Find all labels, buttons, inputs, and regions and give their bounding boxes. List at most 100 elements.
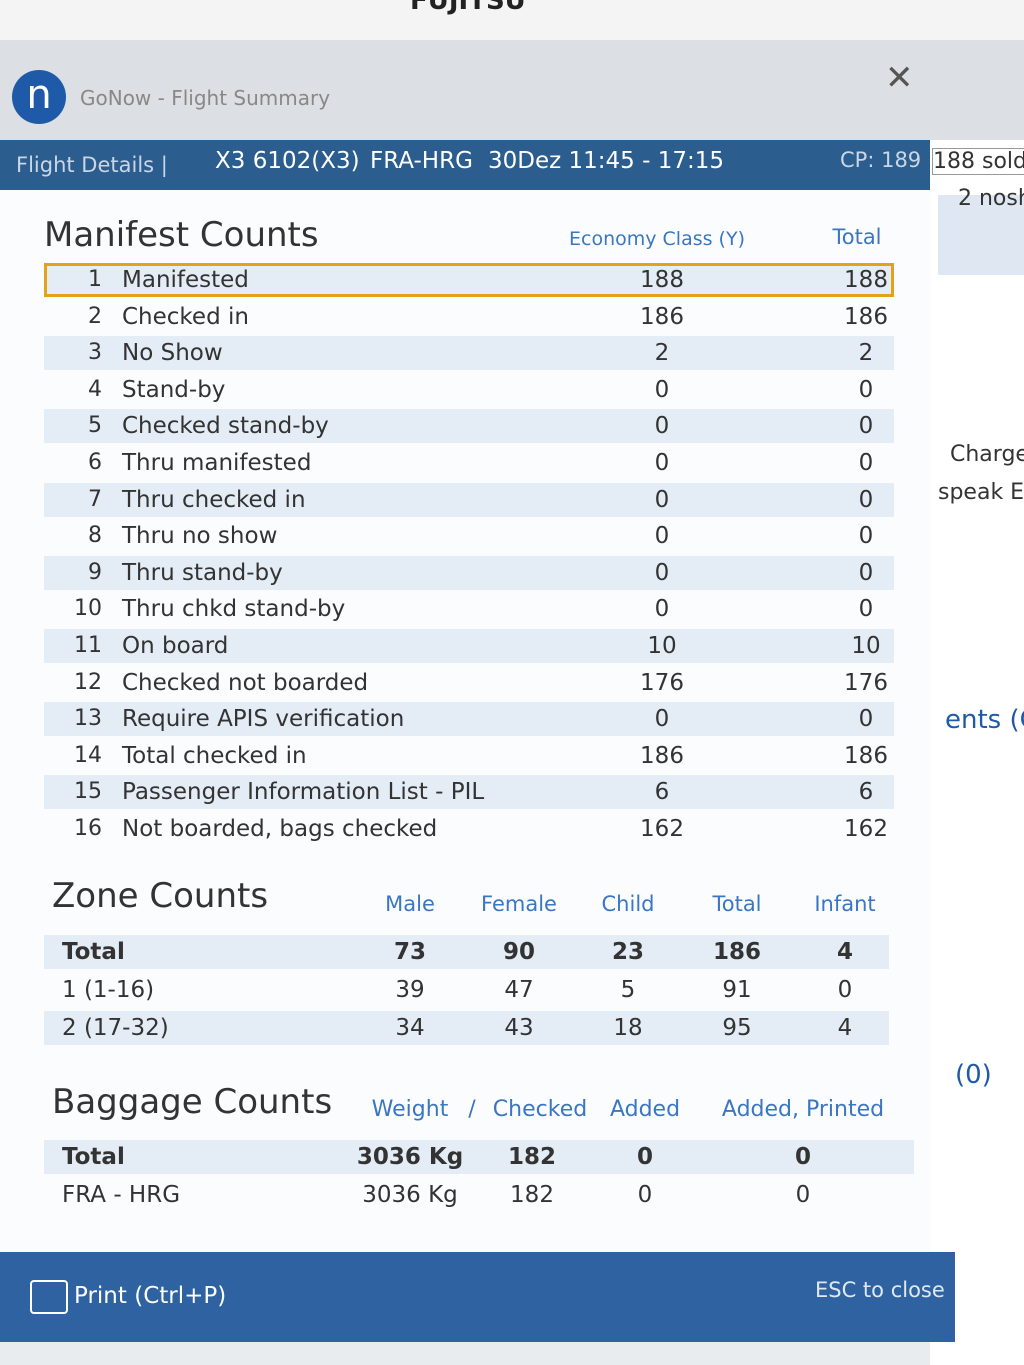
header-label: Flight Details | [16,153,168,177]
column-header: Checked [492,1097,588,1122]
zone-label: Total [62,939,125,965]
window-title: GoNow - Flight Summary [80,86,331,110]
print-button[interactable]: Print (Ctrl+P) [74,1283,227,1309]
zone-count: 186 [712,939,762,965]
row-number: 15 [74,779,102,805]
zone-count: 4 [836,939,854,965]
row-band [44,1011,889,1045]
column-header: Weight [371,1097,449,1122]
total-count: 10 [851,633,881,659]
column-header: Added, Printed [721,1097,885,1122]
row-number: 13 [74,706,102,732]
row-band [44,775,894,810]
row-label: Stand-by [122,376,226,403]
row-band [44,263,894,297]
title-bar [0,40,1024,140]
baggage-value: 0 [794,1144,812,1170]
baggage-value: 0 [795,1182,811,1208]
zone-count: 18 [613,1015,643,1041]
row-number: 12 [74,669,102,695]
row-band [44,702,894,737]
row-label: Checked not boarded [122,669,369,696]
row-label: Thru manifested [122,450,312,476]
side-charge: Charge [950,442,1024,467]
zone-count: 0 [837,977,853,1003]
total-count: 0 [858,413,874,440]
column-header: Economy Class (Y) [569,228,745,250]
header-route: FRA-HRG [370,148,473,174]
column-header: Child [601,892,655,916]
row-label: Checked in [122,303,249,330]
total-count: 162 [844,816,888,842]
row-number: 11 [74,633,102,658]
row-label: Not boarded, bags checked [122,816,438,842]
side-sold: 188 sold [932,148,1024,175]
economy-count: 0 [654,486,670,513]
economy-count: 162 [640,816,684,842]
section-title: Zone Counts [52,876,269,916]
row-label: Thru chkd stand-by [122,596,346,623]
total-count: 0 [858,376,874,403]
baggage-value: 0 [636,1144,654,1170]
row-label: Thru checked in [122,486,306,513]
row-number: 14 [74,742,102,768]
row-number: 4 [88,376,102,402]
row-label: Total checked in [122,742,307,769]
total-count: 188 [844,267,888,293]
baggage-value: 182 [510,1182,554,1208]
zone-count: 95 [722,1015,752,1041]
row-number: 3 [88,340,102,366]
row-band [44,336,894,371]
zone-count: 4 [837,1015,853,1041]
total-count: 0 [858,706,874,733]
total-count: 0 [858,486,874,513]
zone-label: 1 (1-16) [62,977,155,1003]
total-count: 2 [858,340,874,367]
row-band [44,935,889,969]
zone-count: 73 [393,939,427,965]
column-header: Total [712,892,762,916]
row-label: No Show [122,340,223,367]
baggage-value: 3036 Kg [362,1182,458,1208]
zone-count: 90 [502,939,536,965]
side-box [938,195,1024,275]
header-time: 30Dez 11:45 - 17:15 [488,148,724,174]
baggage-label: FRA - HRG [62,1182,181,1208]
economy-count: 6 [654,779,670,806]
column-header: Infant [814,892,876,916]
economy-count: 10 [647,633,677,659]
total-count: 0 [858,523,874,550]
row-number: 2 [88,303,102,329]
total-count: 186 [844,303,888,330]
section-title: Manifest Counts [44,215,319,255]
column-header: Added [609,1097,681,1122]
section-title: Baggage Counts [52,1082,333,1122]
column-header: Female [481,892,557,916]
zone-count: 43 [504,1015,534,1041]
economy-count: 0 [654,559,670,586]
economy-count: 0 [654,596,670,623]
total-count: 6 [858,779,874,806]
total-count: 0 [858,596,874,623]
baggage-value: 3036 Kg [356,1144,464,1170]
total-count: 176 [844,669,888,696]
zone-count: 47 [504,977,534,1003]
row-label: Manifested [122,267,249,293]
row-label: Passenger Information List - PIL [122,779,485,806]
side-panel [930,140,1024,1365]
row-number: 7 [88,486,102,512]
economy-count: 188 [640,267,684,293]
economy-count: 0 [654,450,670,476]
column-header: Male [385,892,435,916]
close-hint[interactable]: ESC to close [815,1278,945,1302]
row-label: Require APIS verification [122,706,405,733]
selected-row [44,263,894,297]
header-band [0,140,930,190]
footer-band [0,1252,955,1342]
economy-count: 0 [654,413,670,440]
economy-count: 0 [654,376,670,403]
side-speak: speak E [938,480,1024,505]
header-capacity: CP: 189 [840,148,922,172]
close-button[interactable]: ✕ [885,58,914,98]
